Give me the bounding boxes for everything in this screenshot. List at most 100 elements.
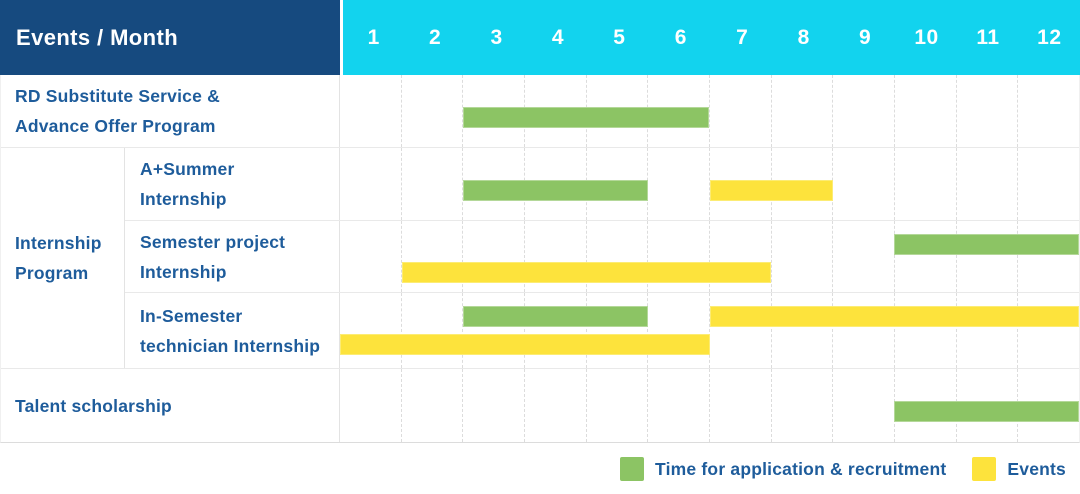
- month-grid-cell: [524, 293, 586, 368]
- month-grid-cell: [400, 220, 463, 293]
- month-grid-cell: [585, 293, 648, 368]
- table-row-rd-substitute: RD Substitute Service & Advance Offer Pr…: [1, 75, 1079, 148]
- month-header-9: 9: [858, 25, 872, 49]
- gantt-bar-event: [401, 261, 772, 283]
- month-grid-cell: [647, 293, 709, 368]
- month-header-1: 1: [367, 25, 380, 49]
- month-grid-cell: [955, 220, 1018, 293]
- table-row-semester-project: Semester project Internship: [125, 220, 1079, 294]
- month-header-3: 3: [490, 25, 503, 49]
- month-grid-cell: [1017, 293, 1079, 368]
- month-header-7: 7: [736, 25, 749, 49]
- chart-area: [340, 220, 1079, 293]
- row-label: RD Substitute Service & Advance Offer Pr…: [1, 75, 340, 147]
- legend-item-events: Events: [972, 457, 1066, 481]
- month-header-2: 2: [429, 25, 442, 49]
- legend-label: Time for application & recruitment: [655, 458, 947, 479]
- month-grid-cell: [400, 148, 463, 220]
- month-header-4: 4: [551, 25, 565, 49]
- month-grid-cell: [340, 75, 401, 147]
- month-grid-cell: [770, 220, 833, 293]
- month-grid-cell: [462, 369, 524, 442]
- month-grid-cell: [462, 148, 524, 220]
- gantt-bar-application: [894, 401, 1079, 422]
- gantt-bar-application: [894, 233, 1079, 255]
- row-label: In-Semester technician Internship: [125, 293, 340, 368]
- row-label: A+Summer Internship: [125, 148, 340, 220]
- group-label: Internship Program: [1, 148, 125, 368]
- month-grid-cell: [340, 148, 401, 220]
- legend-label: Events: [1007, 458, 1066, 479]
- month-grid-cell: [340, 293, 401, 368]
- month-grid-cell: [585, 369, 648, 442]
- month-header-12: 12: [1037, 25, 1062, 49]
- row-label: Talent scholarship: [1, 369, 340, 442]
- legend: Time for application & recruitment Event…: [620, 457, 1066, 481]
- month-grid-cell: [955, 75, 1018, 147]
- month-grid-cell: [894, 220, 956, 293]
- month-grid-cell: [832, 148, 894, 220]
- table-group-internship-program: Internship Program A+Summer Internship S…: [1, 148, 1079, 369]
- month-grid-cell: [709, 75, 771, 147]
- green-swatch-icon: [620, 457, 645, 481]
- gantt-bar-event: [709, 306, 1079, 328]
- row-label: Semester project Internship: [125, 220, 340, 293]
- month-grid-cell: [462, 75, 524, 147]
- events-month-header-cell: Events / Month: [0, 0, 340, 75]
- chart-area: [340, 148, 1079, 220]
- month-grid-cell: [400, 369, 463, 442]
- month-grid-cell: [647, 220, 709, 293]
- month-grid-cell: [832, 220, 894, 293]
- table-body: RD Substitute Service & Advance Offer Pr…: [0, 75, 1080, 443]
- table-row-talent-scholarship: Talent scholarship: [1, 369, 1079, 442]
- month-grid-cell: [462, 220, 524, 293]
- gantt-bar-event: [340, 334, 710, 356]
- gantt-bar-application: [463, 306, 648, 328]
- month-grid-cell: [709, 369, 771, 442]
- month-grid-cell: [1017, 220, 1079, 293]
- month-grid-cell: [832, 75, 894, 147]
- month-grid-cell: [524, 369, 586, 442]
- table-header: Events / Month 1 2 3 4 5 6 7 8 9 10 11 12: [0, 0, 1080, 75]
- legend-item-application-recruitment: Time for application & recruitment: [620, 457, 946, 481]
- month-grid-cell: [832, 293, 894, 368]
- month-grid-cell: [340, 369, 401, 442]
- month-grid-cell: [894, 293, 956, 368]
- month-grid-cell: [894, 75, 956, 147]
- month-grid-cell: [524, 220, 586, 293]
- gantt-bar-event: [709, 180, 833, 201]
- month-header-8: 8: [797, 25, 810, 49]
- month-grid-cell: [647, 369, 709, 442]
- month-grid-cell: [340, 221, 401, 293]
- month-grid-cell: [770, 293, 833, 368]
- gantt-bar-application: [463, 180, 648, 201]
- month-grid-cell: [462, 293, 524, 368]
- month-grid-cell: [770, 369, 833, 442]
- month-grid-cell: [832, 369, 894, 442]
- chart-area: [340, 75, 1079, 147]
- month-grid-cell: [709, 293, 771, 368]
- month-grid-cell: [1017, 75, 1079, 147]
- month-header-11: 11: [976, 25, 1000, 49]
- table-row-a-plus-summer: A+Summer Internship: [125, 148, 1079, 221]
- month-header-6: 6: [674, 25, 687, 49]
- month-grid-cell: [585, 220, 648, 293]
- yellow-swatch-icon: [972, 457, 997, 481]
- group-rows: A+Summer Internship Semester project Int…: [125, 148, 1079, 368]
- table-row-in-semester-technician: In-Semester technician Internship: [125, 293, 1079, 368]
- chart-area: [340, 293, 1079, 368]
- month-grid-cell: [709, 220, 771, 293]
- month-grid-cell: [894, 148, 956, 220]
- month-grid-cell: [400, 293, 463, 368]
- gantt-bar-application: [463, 107, 710, 128]
- month-grid-cell: [647, 148, 709, 220]
- month-header-row: 1 2 3 4 5 6 7 8 9 10 11 12: [340, 0, 1080, 75]
- month-grid-cell: [400, 75, 463, 147]
- month-grid-cell: [770, 75, 833, 147]
- month-grid-cell: [1017, 148, 1079, 220]
- chart-area: [340, 369, 1079, 442]
- month-grid-cell: [955, 148, 1018, 220]
- month-header-5: 5: [613, 25, 626, 49]
- month-grid-cell: [955, 293, 1018, 368]
